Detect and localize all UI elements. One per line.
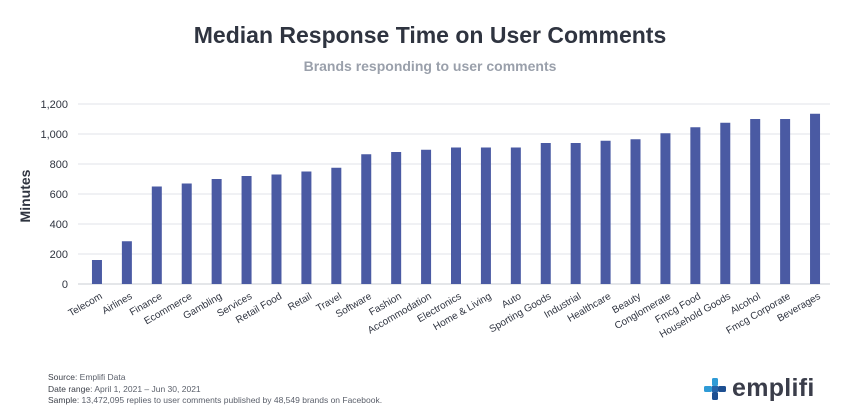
bar	[660, 133, 671, 284]
y-tick-label: 800	[50, 159, 68, 171]
emplifi-logo-icon	[704, 377, 726, 400]
bar	[241, 176, 252, 284]
y-tick-label: 200	[50, 249, 68, 261]
bar	[600, 140, 611, 284]
bars	[91, 113, 821, 284]
y-tick-label: 0	[62, 279, 68, 291]
chart-subtitle: Brands responding to user comments	[303, 58, 557, 74]
bar	[780, 119, 791, 284]
bar	[361, 154, 372, 284]
bar	[211, 179, 222, 284]
x-tick-label: Telecom	[67, 291, 105, 319]
bar	[181, 183, 192, 284]
y-tick-label: 1,000	[40, 129, 68, 141]
bar	[750, 119, 761, 284]
bar	[451, 147, 461, 284]
bar	[151, 186, 162, 284]
y-axis-ticks: 0 200 400 600 800 1,000 1,200	[40, 99, 68, 291]
bar	[331, 167, 342, 284]
bar	[810, 113, 821, 284]
bar	[421, 149, 432, 284]
y-axis-label: Minutes	[17, 169, 33, 222]
x-axis-ticks: TelecomAirlinesFinanceEcommerceGamblingS…	[67, 291, 823, 341]
chart-title: Median Response Time on User Comments	[193, 22, 667, 48]
bar	[391, 152, 402, 284]
emplifi-logo: emplifi	[704, 374, 815, 403]
logo-text: emplifi	[732, 374, 815, 402]
bar	[540, 143, 551, 284]
bar	[720, 122, 731, 284]
bar	[570, 143, 581, 284]
footer-notes: Source: Emplifi Data Date range: April 1…	[48, 372, 382, 407]
bar	[271, 174, 282, 284]
y-tick-label: 600	[50, 189, 68, 201]
bar	[301, 171, 312, 284]
y-tick-label: 1,200	[40, 99, 68, 111]
bar	[91, 260, 102, 284]
bar	[510, 147, 521, 284]
footer-sample: Sample: 13,472,095 replies to user comme…	[48, 395, 383, 405]
bar-chart: 0 200 400 600 800 1,000 1,200 TelecomAirlinesF…	[17, 99, 830, 341]
y-tick-label: 400	[50, 219, 68, 231]
bar	[690, 127, 701, 284]
x-tick-label: Retail	[286, 291, 314, 313]
bar	[121, 241, 132, 284]
x-tick-label: Airlines	[100, 291, 134, 317]
footer-date-range: Date range: April 1, 2021 – Jun 30, 2021	[48, 383, 201, 394]
bar	[630, 139, 641, 284]
bar	[480, 147, 491, 284]
footer-source: Source: Emplifi Data	[48, 372, 126, 382]
